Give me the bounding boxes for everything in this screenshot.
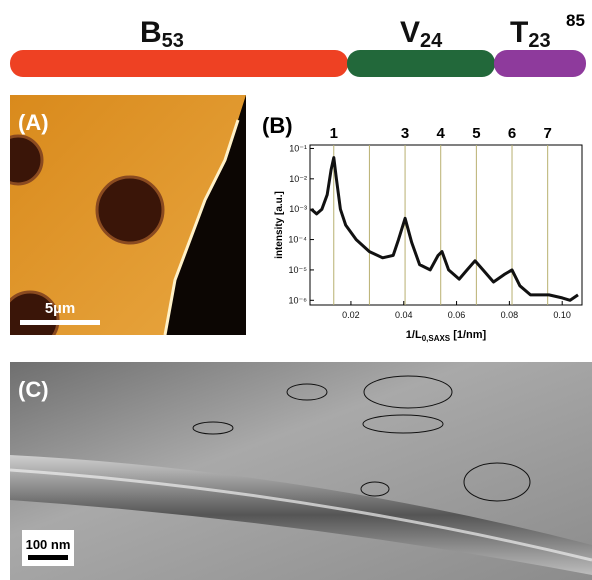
peak-order: 6 [508,125,516,142]
x-axis-label: 1/L0,SAXS [1/nm] [406,329,487,343]
peak-order: 7 [543,125,551,142]
y-tick-label: 10⁻³ [289,204,307,214]
block-subscript: 23 [528,30,550,52]
x-tick-label: 0.02 [342,310,360,320]
block-bar [10,50,348,77]
x-label-unit: [1/nm] [453,329,486,341]
panel-label: (B) [262,113,293,138]
block-subscript: 24 [420,30,443,52]
block-label: V24 [400,16,443,52]
header: B53 V24 T23 85 [10,11,586,77]
y-tick-label: 10⁻¹ [289,143,307,153]
x-tick-label: 0.04 [395,310,413,320]
block-label: T23 [510,16,551,52]
scale-label: 5µm [45,300,75,317]
x-label-sub: 0,SAXS [422,334,451,343]
y-tick-label: 10⁻⁵ [289,265,308,275]
x-tick-label: 0.08 [501,310,519,320]
block-name: T [510,16,528,49]
block-subscript: 53 [162,30,184,52]
block-name: B [140,16,162,49]
intensity-curve [311,158,578,301]
block-name: V [400,16,420,49]
scale-label: 100 nm [26,537,71,552]
peak-order: 3 [401,125,409,142]
peak-order: 1 [330,125,338,142]
scale-bar [20,320,100,325]
saxs-plot: (B) 1 3 4 5 6 7 0.02 0.04 0.06 0.08 0.10 10⁻¹ 10⁻² 10⁻… [262,113,582,343]
peak-order: 4 [437,125,446,142]
block-label: B53 [140,16,184,52]
x-label-main: 1/L [406,329,422,341]
y-tick-label: 10⁻⁴ [288,235,307,245]
scale-bar [28,555,68,560]
sem-image [10,362,592,580]
block-bar [494,50,586,77]
panel-label: (C) [18,377,49,402]
y-tick-label: 10⁻² [289,174,307,184]
superscript: 85 [566,11,585,30]
plot-frame [310,145,582,305]
figure: B53 V24 T23 85 (A) 5µm (B) 1 3 4 5 6 7 0.02 0.04 0.0… [0,0,592,580]
y-tick-label: 10⁻⁶ [289,295,308,305]
x-tick-label: 0.10 [553,310,571,320]
x-tick-label: 0.06 [448,310,466,320]
peak-order: 5 [472,125,480,142]
y-axis-label: intensity [a.u.] [274,191,285,259]
panel-label: (A) [18,110,49,135]
block-bar [347,50,495,77]
